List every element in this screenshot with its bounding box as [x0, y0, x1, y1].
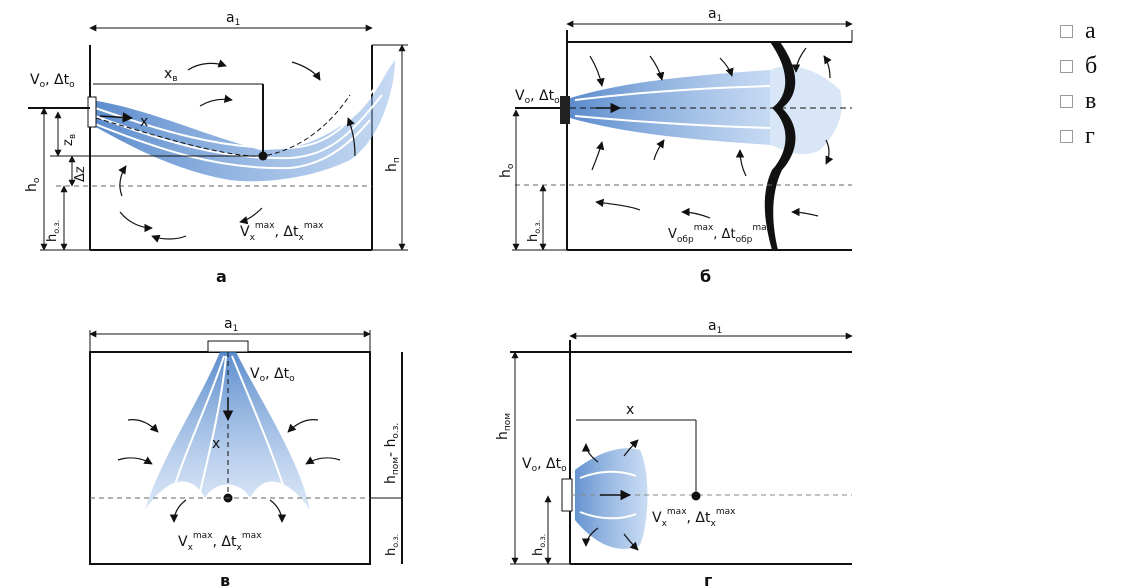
- checkbox[interactable]: [1060, 60, 1073, 73]
- panel-b-a1-label: a1: [708, 6, 722, 24]
- panel-v-hoz-label: ho.з.: [384, 534, 400, 556]
- panel-v: a1 x Vo, Δto Vxmax, Δtxmax hпом- ho.з. h…: [89, 316, 403, 588]
- panel-b-vo-label: Vo, Δto: [515, 88, 560, 106]
- panel-v-x-label: x: [212, 436, 220, 452]
- checkbox[interactable]: [1060, 130, 1073, 143]
- panel-g: a1 x hпом ho.з. Vo, Δto Vxmax, Δtxmax г: [495, 318, 853, 588]
- panel-b: a1 ho ho.з. Vo, Δto Vобрmax, Δtобрmax: [498, 6, 853, 286]
- panel-b-hoz-label: ho.з.: [526, 220, 542, 242]
- panel-a-ho-label: ho: [24, 177, 42, 192]
- option-a[interactable]: а: [1060, 14, 1097, 49]
- panel-g-jet: [575, 448, 648, 549]
- panel-v-vo-label: Vo, Δto: [250, 366, 295, 384]
- panel-b-vobr-label: Vобрmax, Δtобрmax: [668, 223, 773, 245]
- panel-a-vo-label: Vo, Δto: [30, 72, 75, 90]
- panel-a-hoz-label: ho.з.: [45, 220, 61, 242]
- panel-b-front: [764, 42, 796, 250]
- panel-a-vxmax-label: Vxmax, Δtxmax: [240, 221, 324, 243]
- panel-g-max-point: [691, 491, 701, 501]
- panel-a-xb-label: xв: [164, 66, 178, 84]
- panel-a-dz-label: Δz: [73, 166, 88, 182]
- panel-a: a1 hп x xв zв Δz ho ho.з.: [24, 10, 408, 286]
- panel-a-zb-label: zв: [61, 134, 78, 146]
- panel-b-ho-label: ho: [498, 163, 516, 178]
- answer-options: а б в г: [1060, 14, 1097, 154]
- panel-b-caption: б: [700, 267, 711, 286]
- option-label: в: [1085, 88, 1097, 114]
- checkbox[interactable]: [1060, 95, 1073, 108]
- option-label: г: [1085, 123, 1095, 149]
- panel-g-vo-label: Vo, Δto: [522, 456, 567, 474]
- panel-v-a1-label: a1: [224, 316, 238, 334]
- panel-g-vxmax-label: Vxmax, Δtxmax: [652, 507, 736, 529]
- option-label: а: [1085, 18, 1096, 44]
- panel-v-jet: [145, 352, 310, 510]
- panel-g-x-label: x: [626, 402, 634, 418]
- panel-g-a1-label: a1: [708, 318, 722, 336]
- panel-v-vxmax-label: Vxmax, Δtxmax: [178, 531, 262, 553]
- panel-a-hp-label: hп: [384, 157, 402, 172]
- panel-a-caption: а: [216, 267, 227, 286]
- checkbox[interactable]: [1060, 25, 1073, 38]
- option-g[interactable]: г: [1060, 119, 1097, 154]
- panel-a-a1-label: a1: [226, 10, 240, 28]
- panel-g-caption: г: [704, 571, 712, 588]
- panel-v-caption: в: [220, 571, 230, 588]
- panel-v-hpom-label: hпом- ho.з.: [383, 423, 401, 484]
- panel-g-hoz-label: ho.з.: [531, 534, 547, 556]
- option-v[interactable]: в: [1060, 84, 1097, 119]
- option-label: б: [1085, 53, 1098, 79]
- panel-a-x-label: x: [140, 114, 148, 130]
- option-b[interactable]: б: [1060, 49, 1097, 84]
- panel-g-hpom-label: hпом: [495, 413, 513, 440]
